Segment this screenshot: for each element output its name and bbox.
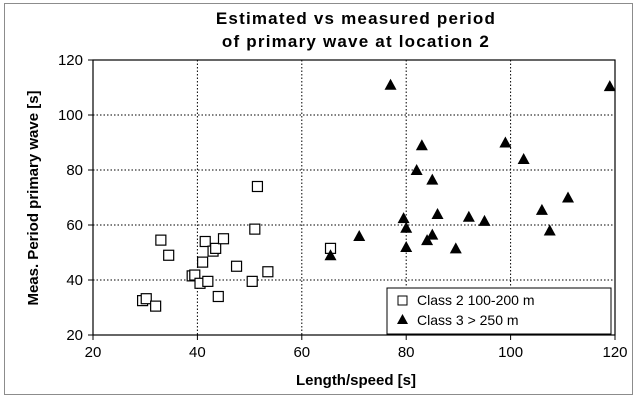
x-tick-label: 40	[189, 344, 206, 361]
legend-marker-class2	[397, 295, 408, 306]
data-point-triangle	[431, 208, 444, 219]
data-point-triangle	[478, 214, 491, 226]
series-class-2	[136, 180, 337, 312]
data-point-triangle	[562, 191, 575, 203]
data-points	[136, 78, 616, 312]
data-point-square	[210, 242, 222, 254]
data-point-square	[212, 290, 224, 303]
x-tick-label: 80	[398, 344, 415, 361]
legend-label-class2: Class 2 100-200 m	[417, 292, 535, 308]
chart-title-line-1: Estimated vs measured period	[216, 9, 496, 28]
data-point-square	[249, 223, 261, 235]
data-point-square	[155, 234, 167, 246]
x-tick-label: 60	[293, 344, 310, 361]
data-point-triangle	[603, 80, 616, 92]
y-tick-label: 40	[66, 272, 83, 289]
data-point-square	[246, 275, 258, 287]
data-point-square	[150, 300, 162, 312]
data-point-triangle	[462, 210, 475, 222]
data-point-square	[197, 256, 209, 268]
data-point-triangle	[535, 203, 548, 215]
y-tick-label: 20	[66, 327, 83, 344]
gridlines	[93, 60, 615, 335]
data-point-triangle	[353, 230, 366, 241]
data-point-triangle	[426, 173, 439, 185]
axis-ticks: 20 40 60 80 100 120 20 40 60 80 100 120	[58, 52, 628, 361]
data-point-triangle	[400, 241, 413, 252]
legend-box	[386, 287, 612, 335]
legend: Class 2 100-200 m Class 3 > 250 m	[386, 287, 612, 335]
x-tick-label: 120	[602, 344, 627, 361]
y-tick-label: 60	[66, 217, 83, 234]
series-class-3	[324, 78, 616, 261]
x-tick-label: 100	[498, 344, 523, 361]
plot-area	[92, 59, 616, 336]
data-point-triangle	[543, 224, 556, 236]
data-point-triangle	[400, 221, 413, 233]
data-point-square	[199, 235, 211, 248]
y-tick-label: 100	[58, 107, 83, 124]
x-axis-title: Length/speed [s]	[296, 372, 416, 389]
y-axis-title: Meas. Period primary wave [s]	[25, 90, 42, 305]
legend-marker-class3	[397, 314, 408, 324]
data-point-square	[262, 266, 274, 278]
data-point-triangle	[517, 153, 530, 164]
y-tick-label: 80	[66, 162, 83, 179]
data-point-square	[140, 293, 152, 305]
data-point-square	[163, 249, 175, 261]
data-point-triangle	[415, 139, 428, 151]
data-point-triangle	[410, 164, 423, 175]
data-point-square	[202, 275, 214, 287]
data-point-square	[217, 233, 230, 245]
data-point-triangle	[426, 228, 439, 240]
legend-label-class3: Class 3 > 250 m	[417, 312, 519, 328]
chart-title-line-2: of primary wave at location 2	[222, 32, 490, 51]
data-point-triangle	[384, 78, 397, 90]
y-tick-label: 120	[58, 52, 83, 69]
data-point-triangle	[499, 136, 512, 148]
data-point-triangle	[324, 249, 337, 261]
x-tick-label: 20	[85, 344, 102, 361]
data-point-triangle	[397, 212, 410, 224]
data-point-triangle	[449, 242, 462, 254]
data-point-square	[251, 180, 264, 193]
data-point-square	[230, 260, 243, 272]
